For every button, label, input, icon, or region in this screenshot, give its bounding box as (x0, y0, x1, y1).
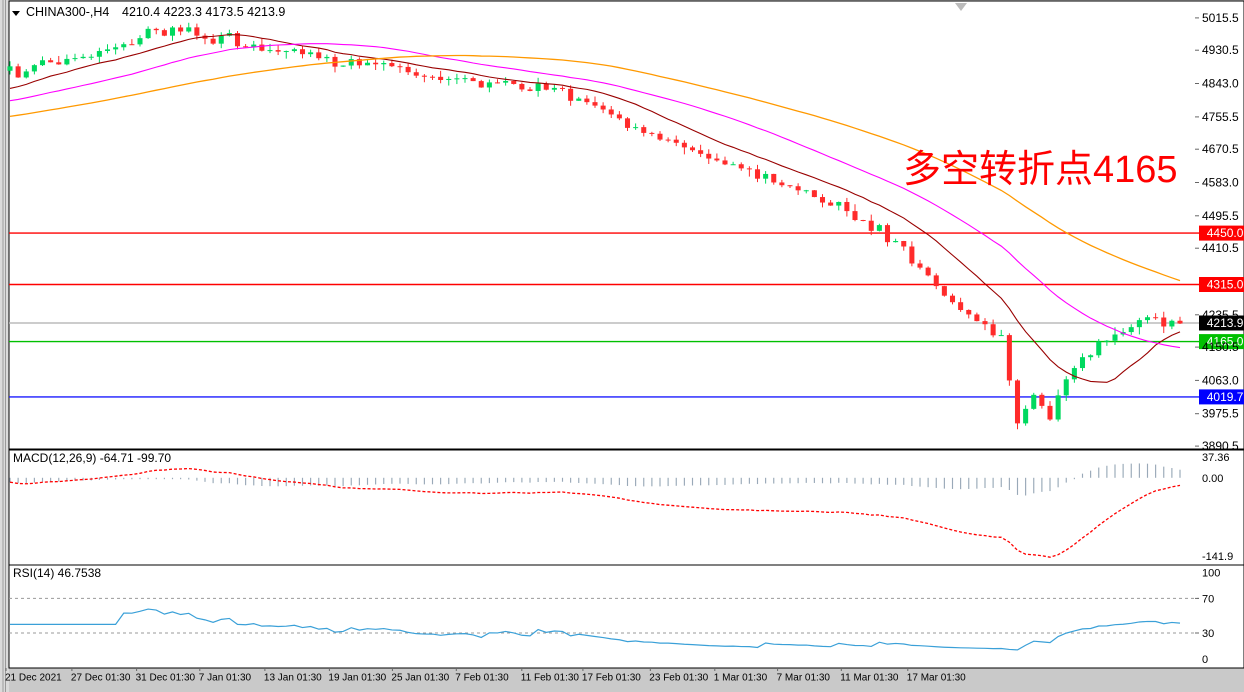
svg-text:7 Jan 01:30: 7 Jan 01:30 (199, 673, 252, 684)
svg-text:21 Dec 2021: 21 Dec 2021 (5, 673, 62, 684)
svg-text:4670.5: 4670.5 (1202, 142, 1239, 156)
svg-text:31 Dec 01:30: 31 Dec 01:30 (136, 673, 196, 684)
svg-text:17 Mar 01:30: 17 Mar 01:30 (907, 673, 966, 684)
svg-text:多空转折点4165: 多空转折点4165 (903, 149, 1178, 191)
svg-text:4063.0: 4063.0 (1202, 373, 1239, 387)
svg-text:3975.5: 3975.5 (1202, 407, 1239, 421)
svg-text:4150.5: 4150.5 (1202, 340, 1239, 354)
svg-text:37.36: 37.36 (1202, 452, 1230, 464)
svg-text:4410.5: 4410.5 (1202, 241, 1239, 255)
svg-text:4930.5: 4930.5 (1202, 43, 1239, 57)
svg-text:7 Feb 01:30: 7 Feb 01:30 (455, 673, 509, 684)
svg-text:11 Feb 01:30: 11 Feb 01:30 (521, 673, 580, 684)
svg-text:-141.9: -141.9 (1202, 551, 1233, 563)
svg-text:4755.5: 4755.5 (1202, 110, 1239, 124)
svg-text:4019.7: 4019.7 (1207, 390, 1244, 404)
svg-text:5015.5: 5015.5 (1202, 11, 1239, 25)
svg-text:4450.0: 4450.0 (1207, 226, 1244, 240)
svg-text:4213.9: 4213.9 (1207, 316, 1244, 330)
svg-text:19 Jan 01:30: 19 Jan 01:30 (328, 673, 386, 684)
svg-text:4495.5: 4495.5 (1202, 209, 1239, 223)
svg-text:17 Feb 01:30: 17 Feb 01:30 (582, 673, 641, 684)
svg-text:4583.0: 4583.0 (1202, 176, 1239, 190)
svg-text:4210.4 4223.3 4173.5 4213.9: 4210.4 4223.3 4173.5 4213.9 (122, 5, 285, 19)
svg-text:0.00: 0.00 (1202, 473, 1223, 485)
svg-text:70: 70 (1202, 593, 1214, 605)
svg-text:4843.0: 4843.0 (1202, 77, 1239, 91)
svg-text:0: 0 (1202, 654, 1208, 666)
svg-text:MACD(12,26,9) -64.71 -99.70: MACD(12,26,9) -64.71 -99.70 (13, 451, 171, 465)
svg-text:30: 30 (1202, 628, 1214, 640)
svg-text:23 Feb 01:30: 23 Feb 01:30 (649, 673, 708, 684)
svg-text:7 Mar 01:30: 7 Mar 01:30 (777, 673, 831, 684)
svg-text:100: 100 (1202, 568, 1220, 580)
svg-text:CHINA300-,H4: CHINA300-,H4 (26, 5, 109, 19)
svg-text:27 Dec 01:30: 27 Dec 01:30 (71, 673, 131, 684)
svg-text:4315.0: 4315.0 (1207, 278, 1244, 292)
svg-text:13 Jan 01:30: 13 Jan 01:30 (264, 673, 322, 684)
svg-text:25 Jan 01:30: 25 Jan 01:30 (391, 673, 449, 684)
svg-text:11 Mar 01:30: 11 Mar 01:30 (840, 673, 899, 684)
svg-text:RSI(14) 46.7538: RSI(14) 46.7538 (13, 566, 101, 580)
svg-text:1 Mar 01:30: 1 Mar 01:30 (714, 673, 768, 684)
